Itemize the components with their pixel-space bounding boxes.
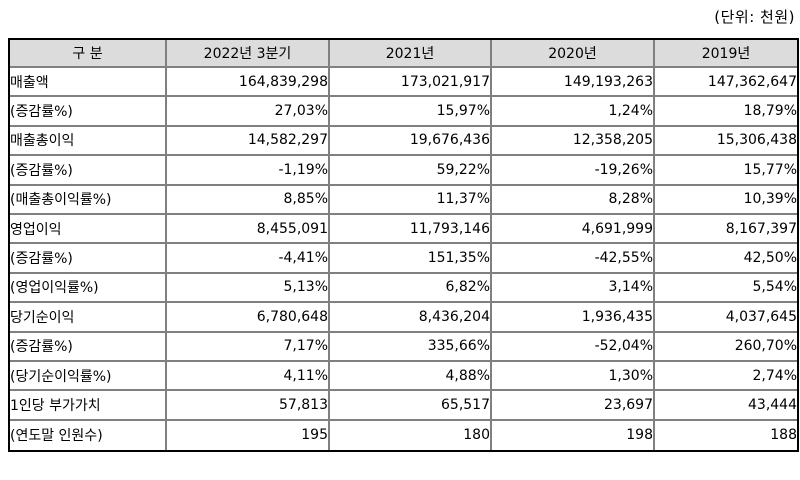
table-row: (매출총이익률%) 8,85% 11,37% 8,28% 10,39% <box>10 185 797 215</box>
value-cell: 23,697 <box>492 391 655 421</box>
unit-label: (단위: 천원) <box>714 8 795 26</box>
value-cell: 59,22% <box>330 156 492 186</box>
value-cell: 164,839,298 <box>167 68 330 98</box>
table-row: (증감률%) -4,41% 151,35% -42,55% 42,50% <box>10 244 797 274</box>
financial-summary-table: 구 분 2022년 3분기 2021년 2020년 2019년 매출액 164,839,2… <box>8 38 799 453</box>
table-row: (영업이익률%) 5,13% 6,82% 3,14% 5,54% <box>10 273 797 304</box>
table-row: (증감률%) 27,03% 15,97% 1,24% 18,79% <box>10 97 797 127</box>
column-header-1: 2022년 3분기 <box>167 40 330 68</box>
value-cell: 1,24% <box>492 97 655 127</box>
row-label-cell: (매출총이익률%) <box>10 185 167 215</box>
value-cell: 4,037,645 <box>655 303 797 333</box>
value-cell: 260,70% <box>655 332 797 362</box>
row-label-cell: 영업이익 <box>10 214 167 245</box>
row-label-cell: (영업이익률%) <box>10 273 167 304</box>
header-row: 구 분 2022년 3분기 2021년 2020년 2019년 <box>10 40 797 68</box>
value-cell: 27,03% <box>167 97 330 127</box>
column-header-0: 구 분 <box>10 40 167 68</box>
value-cell: 42,50% <box>655 244 797 274</box>
row-label-cell: (연도말 인원수) <box>10 420 167 451</box>
value-cell: 15,97% <box>330 97 492 127</box>
value-cell: 18,79% <box>655 97 797 127</box>
value-cell: 8,85% <box>167 185 330 215</box>
value-cell: 4,691,999 <box>492 214 655 245</box>
value-cell: 43,444 <box>655 391 797 421</box>
value-cell: 6,780,648 <box>167 303 330 333</box>
row-label-cell: (증감률%) <box>10 244 167 274</box>
value-cell: 173,021,917 <box>330 68 492 98</box>
value-cell: 149,193,263 <box>492 68 655 98</box>
table-row: 매출액 164,839,298 173,021,917 149,193,263 147,… <box>10 68 797 98</box>
table-body: 매출액 164,839,298 173,021,917 149,193,263 147,… <box>10 68 797 451</box>
value-cell: 151,35% <box>330 244 492 274</box>
row-label-cell: (증감률%) <box>10 332 167 362</box>
value-cell: 188 <box>655 420 797 451</box>
table-row: 1인당 부가가치 57,813 65,517 23,697 43,444 <box>10 391 797 421</box>
value-cell: 19,676,436 <box>330 126 492 157</box>
value-cell: 180 <box>330 420 492 451</box>
value-cell: 4,11% <box>167 361 330 392</box>
value-cell: 195 <box>167 420 330 451</box>
column-header-4: 2019년 <box>655 40 797 68</box>
row-label-cell: 매출액 <box>10 68 167 98</box>
value-cell: 15,77% <box>655 156 797 186</box>
value-cell: 10,39% <box>655 185 797 215</box>
value-cell: -19,26% <box>492 156 655 186</box>
row-label-cell: (당기순이익률%) <box>10 361 167 392</box>
value-cell: -1,19% <box>167 156 330 186</box>
row-label-cell: (증감률%) <box>10 97 167 127</box>
table-row: 당기순이익 6,780,648 8,436,204 1,936,435 4,037,64… <box>10 303 797 333</box>
value-cell: 8,167,397 <box>655 214 797 245</box>
value-cell: 8,28% <box>492 185 655 215</box>
value-cell: -42,55% <box>492 244 655 274</box>
row-label-cell: 당기순이익 <box>10 303 167 333</box>
value-cell: 335,66% <box>330 332 492 362</box>
table-row: (연도말 인원수) 195 180 198 188 <box>10 420 797 451</box>
value-cell: 6,82% <box>330 273 492 304</box>
table-row: (증감률%) 7,17% 335,66% -52,04% 260,70% <box>10 332 797 362</box>
value-cell: 7,17% <box>167 332 330 362</box>
column-header-2: 2021년 <box>330 40 492 68</box>
value-cell: 5,54% <box>655 273 797 304</box>
value-cell: -52,04% <box>492 332 655 362</box>
value-cell: 147,362,647 <box>655 68 797 98</box>
table-row: 매출총이익 14,582,297 19,676,436 12,358,205 15,30… <box>10 126 797 157</box>
value-cell: 1,936,435 <box>492 303 655 333</box>
row-label-cell: 1인당 부가가치 <box>10 391 167 421</box>
value-cell: 65,517 <box>330 391 492 421</box>
value-cell: -4,41% <box>167 244 330 274</box>
table-header: 구 분 2022년 3분기 2021년 2020년 2019년 <box>10 40 797 68</box>
value-cell: 57,813 <box>167 391 330 421</box>
row-label-cell: 매출총이익 <box>10 126 167 157</box>
value-cell: 198 <box>492 420 655 451</box>
value-cell: 4,88% <box>330 361 492 392</box>
value-cell: 12,358,205 <box>492 126 655 157</box>
value-cell: 1,30% <box>492 361 655 392</box>
column-header-3: 2020년 <box>492 40 655 68</box>
value-cell: 8,455,091 <box>167 214 330 245</box>
value-cell: 11,37% <box>330 185 492 215</box>
value-cell: 8,436,204 <box>330 303 492 333</box>
value-cell: 5,13% <box>167 273 330 304</box>
value-cell: 3,14% <box>492 273 655 304</box>
value-cell: 15,306,438 <box>655 126 797 157</box>
table-row: (당기순이익률%) 4,11% 4,88% 1,30% 2,74% <box>10 361 797 392</box>
value-cell: 2,74% <box>655 361 797 392</box>
row-label-cell: (증감률%) <box>10 156 167 186</box>
value-cell: 14,582,297 <box>167 126 330 157</box>
table-row: 영업이익 8,455,091 11,793,146 4,691,999 8,167,39… <box>10 214 797 245</box>
value-cell: 11,793,146 <box>330 214 492 245</box>
table-row: (증감률%) -1,19% 59,22% -19,26% 15,77% <box>10 156 797 186</box>
